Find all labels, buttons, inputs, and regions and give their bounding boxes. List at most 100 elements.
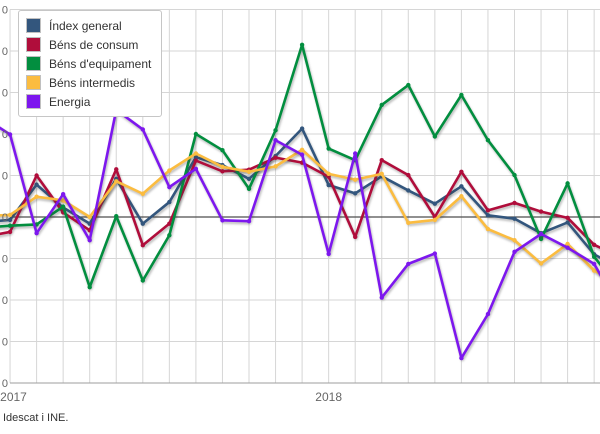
data-point-marker[interactable] bbox=[246, 176, 252, 182]
data-point-marker[interactable] bbox=[485, 311, 491, 317]
data-point-marker[interactable] bbox=[193, 131, 199, 137]
data-point-marker[interactable] bbox=[538, 261, 544, 266]
data-point-marker[interactable] bbox=[193, 158, 199, 163]
series-b-ns-intermedis[interactable] bbox=[0, 147, 600, 286]
data-point-marker[interactable] bbox=[406, 261, 411, 267]
data-point-marker[interactable] bbox=[406, 172, 411, 178]
legend-item-b-ns-de-consum[interactable]: Béns de consum bbox=[26, 35, 151, 54]
data-point-marker[interactable] bbox=[167, 199, 172, 205]
data-point-marker[interactable] bbox=[379, 295, 384, 300]
legend-item-b-ns-d-equipament[interactable]: Béns d'equipament bbox=[26, 54, 151, 73]
data-point-marker[interactable] bbox=[512, 172, 517, 178]
data-point-marker[interactable] bbox=[7, 223, 13, 228]
data-point-marker[interactable] bbox=[379, 102, 384, 108]
data-point-marker[interactable] bbox=[220, 218, 225, 223]
data-point-marker[interactable] bbox=[246, 169, 252, 174]
data-point-marker[interactable] bbox=[591, 242, 597, 248]
data-point-marker[interactable] bbox=[114, 167, 119, 172]
data-point-marker[interactable] bbox=[326, 251, 331, 257]
data-point-marker[interactable] bbox=[326, 171, 331, 177]
data-point-marker[interactable] bbox=[246, 186, 252, 191]
data-point-marker[interactable] bbox=[353, 177, 358, 182]
data-point-marker[interactable] bbox=[114, 179, 119, 184]
data-point-marker[interactable] bbox=[246, 218, 252, 224]
data-point-marker[interactable] bbox=[7, 229, 13, 235]
data-point-marker[interactable] bbox=[538, 209, 544, 214]
data-point-marker[interactable] bbox=[565, 220, 570, 225]
data-point-marker[interactable] bbox=[299, 152, 305, 157]
data-point-marker[interactable] bbox=[140, 278, 145, 283]
data-point-marker[interactable] bbox=[406, 188, 411, 193]
data-point-marker[interactable] bbox=[538, 231, 544, 237]
data-point-marker[interactable] bbox=[591, 268, 597, 273]
data-point-marker[interactable] bbox=[512, 216, 517, 221]
data-point-marker[interactable] bbox=[87, 238, 92, 243]
data-point-marker[interactable] bbox=[512, 238, 517, 243]
data-point-marker[interactable] bbox=[34, 173, 39, 178]
data-point-marker[interactable] bbox=[565, 181, 570, 186]
data-point-marker[interactable] bbox=[34, 182, 39, 187]
legend-item-b-ns-intermedis[interactable]: Béns intermedis bbox=[26, 73, 151, 92]
data-point-marker[interactable] bbox=[565, 215, 570, 221]
data-point-marker[interactable] bbox=[299, 147, 305, 152]
data-point-marker[interactable] bbox=[353, 191, 358, 196]
data-point-marker[interactable] bbox=[379, 157, 384, 163]
data-point-marker[interactable] bbox=[353, 151, 358, 156]
data-point-marker[interactable] bbox=[485, 208, 491, 213]
data-point-marker[interactable] bbox=[220, 164, 225, 169]
data-point-marker[interactable] bbox=[7, 212, 13, 218]
data-point-marker[interactable] bbox=[485, 226, 491, 232]
data-point-marker[interactable] bbox=[432, 217, 438, 223]
data-point-marker[interactable] bbox=[114, 213, 119, 219]
data-point-marker[interactable] bbox=[87, 284, 92, 290]
data-point-marker[interactable] bbox=[459, 194, 464, 199]
legend-item-energia[interactable]: Energia bbox=[26, 92, 151, 111]
data-point-marker[interactable] bbox=[406, 220, 411, 226]
data-point-marker[interactable] bbox=[193, 151, 199, 156]
data-point-marker[interactable] bbox=[459, 355, 464, 361]
data-point-marker[interactable] bbox=[459, 184, 464, 189]
data-point-marker[interactable] bbox=[538, 236, 544, 242]
data-point-marker[interactable] bbox=[406, 82, 411, 88]
data-point-marker[interactable] bbox=[273, 138, 278, 143]
data-point-marker[interactable] bbox=[167, 184, 172, 190]
data-point-marker[interactable] bbox=[34, 230, 39, 236]
data-point-marker[interactable] bbox=[591, 261, 597, 267]
data-point-marker[interactable] bbox=[60, 204, 66, 209]
data-point-marker[interactable] bbox=[220, 169, 225, 174]
series-b-ns-d-equipament[interactable] bbox=[0, 42, 600, 290]
data-point-marker[interactable] bbox=[193, 155, 199, 160]
data-point-marker[interactable] bbox=[140, 221, 145, 226]
data-point-marker[interactable] bbox=[512, 249, 517, 255]
data-point-marker[interactable] bbox=[353, 234, 358, 240]
data-point-marker[interactable] bbox=[432, 134, 438, 139]
data-point-marker[interactable] bbox=[459, 169, 464, 174]
data-point-marker[interactable] bbox=[60, 198, 66, 203]
data-point-marker[interactable] bbox=[140, 243, 145, 248]
data-point-marker[interactable] bbox=[167, 233, 172, 238]
legend-item--ndex-general[interactable]: Índex general bbox=[26, 16, 151, 35]
data-point-marker[interactable] bbox=[273, 155, 278, 160]
data-point-marker[interactable] bbox=[565, 245, 570, 250]
data-point-marker[interactable] bbox=[273, 164, 278, 169]
data-point-marker[interactable] bbox=[512, 200, 517, 206]
data-point-marker[interactable] bbox=[591, 254, 597, 260]
data-point-marker[interactable] bbox=[379, 171, 384, 177]
data-point-marker[interactable] bbox=[140, 127, 145, 132]
data-point-marker[interactable] bbox=[7, 132, 13, 137]
data-point-marker[interactable] bbox=[140, 191, 145, 196]
data-point-marker[interactable] bbox=[299, 42, 305, 47]
data-point-marker[interactable] bbox=[167, 221, 172, 226]
data-point-marker[interactable] bbox=[299, 126, 305, 131]
data-point-marker[interactable] bbox=[565, 241, 570, 247]
data-point-marker[interactable] bbox=[7, 217, 13, 223]
data-point-marker[interactable] bbox=[87, 214, 92, 220]
data-point-marker[interactable] bbox=[459, 92, 464, 98]
data-point-marker[interactable] bbox=[326, 146, 331, 151]
data-point-marker[interactable] bbox=[432, 201, 438, 206]
data-point-marker[interactable] bbox=[485, 213, 491, 218]
data-point-marker[interactable] bbox=[193, 166, 199, 172]
data-point-marker[interactable] bbox=[167, 168, 172, 173]
data-point-marker[interactable] bbox=[60, 191, 66, 197]
series-energia[interactable] bbox=[0, 107, 600, 361]
